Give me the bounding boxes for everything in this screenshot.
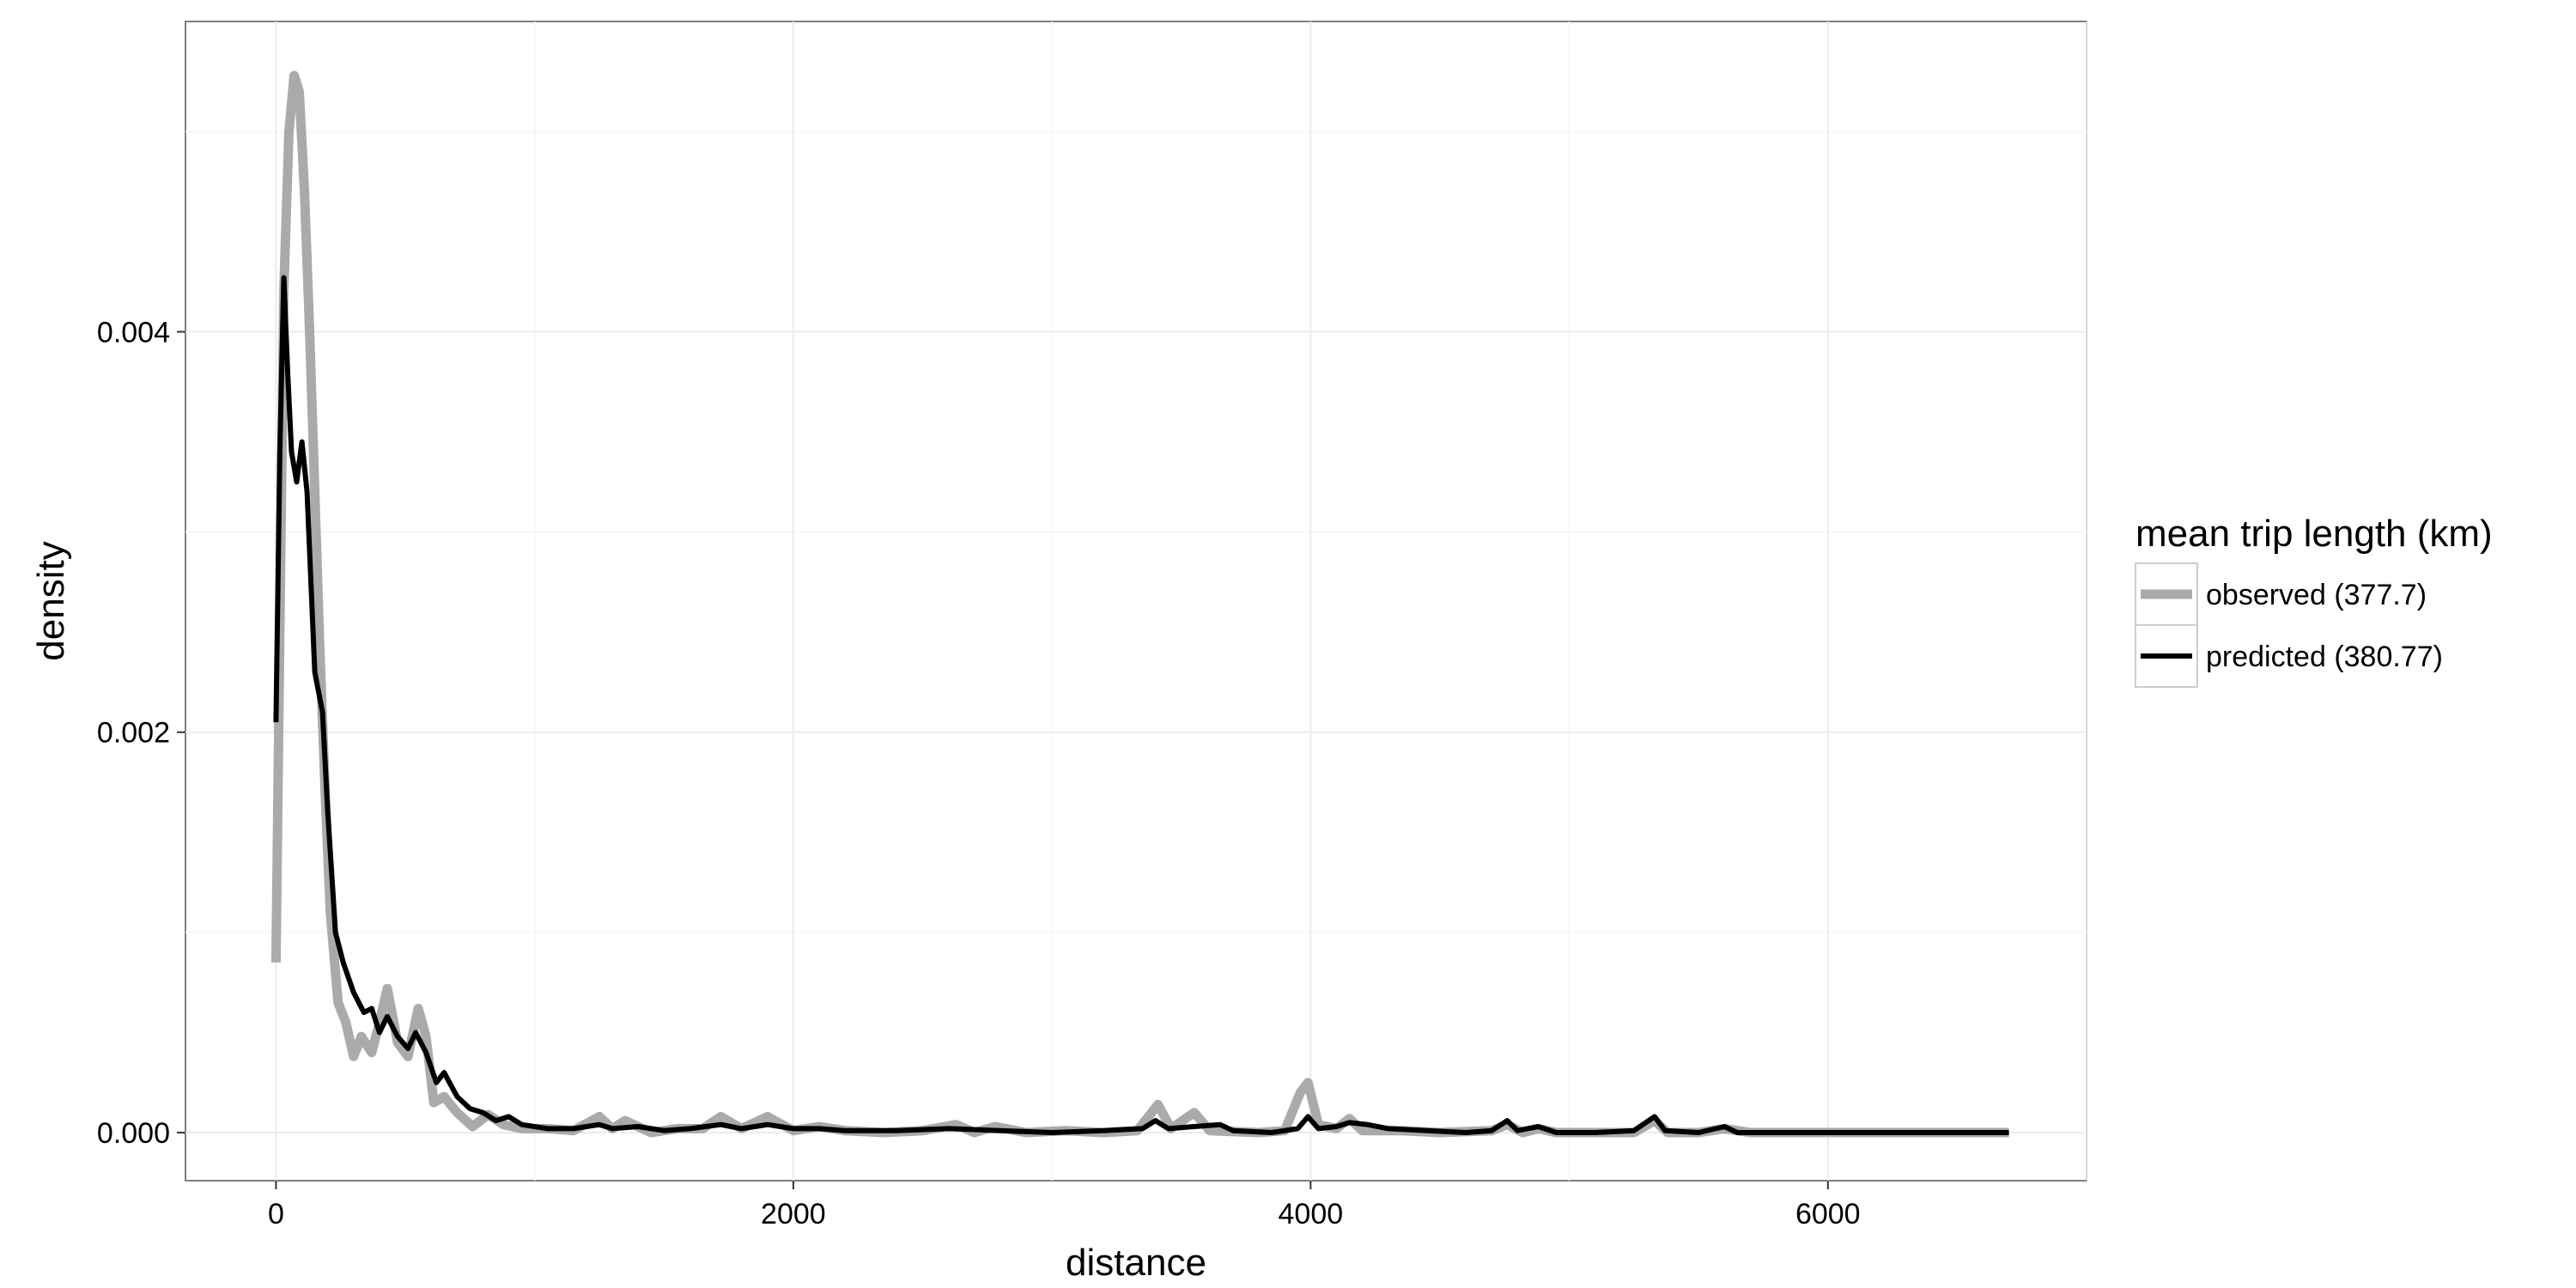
legend-label: predicted (380.77) <box>2206 641 2443 673</box>
series-layer <box>270 70 2009 1138</box>
x-tick-label: 6000 <box>1795 1198 1861 1230</box>
x-tick-label: 2000 <box>761 1198 826 1230</box>
series-line-predicted <box>273 275 2009 1135</box>
legend-label: observed (377.7) <box>2206 579 2427 611</box>
legend-items: observed (377.7) predicted (380.77) <box>2135 562 2443 688</box>
plot-panel <box>185 21 2087 1182</box>
minor-gridlines <box>185 21 2087 1181</box>
x-tick-label: 4000 <box>1279 1198 1344 1230</box>
major-gridlines <box>185 21 2087 1181</box>
x-tick-label: 0 <box>268 1198 284 1230</box>
legend: mean trip length (km) observed (377.7) pr… <box>2135 513 2493 688</box>
y-tick-label: 0.002 <box>97 717 170 750</box>
x-axis-title: distance <box>1066 1242 1206 1284</box>
y-axis-title: density <box>30 541 72 660</box>
y-axis-ticks: 0.000 0.002 0.004 <box>97 316 185 1150</box>
x-axis-ticks: 0 2000 4000 6000 <box>268 1181 1861 1230</box>
y-tick-label: 0.004 <box>97 316 170 349</box>
y-tick-label: 0.000 <box>97 1117 170 1150</box>
legend-title: mean trip length (km) <box>2136 513 2493 555</box>
